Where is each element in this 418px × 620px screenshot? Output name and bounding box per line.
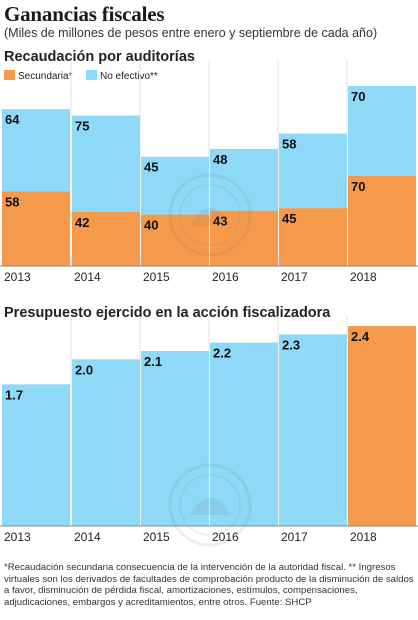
data-label: 2.2 (213, 346, 231, 361)
bar-segment-no-efectivo (279, 133, 347, 209)
bar-segment-secundaria (141, 214, 209, 266)
data-label-no-efectivo: 64 (5, 112, 20, 127)
data-label: 2.4 (351, 329, 370, 344)
bar-segment-secundaria (348, 176, 416, 266)
legend-swatch-no-efectivo (86, 70, 97, 80)
x-tick-label: 2016 (212, 530, 239, 544)
data-label-secundaria: 42 (75, 215, 89, 230)
legend-swatch-secundaria (4, 70, 15, 80)
x-tick-label: 2013 (4, 530, 31, 544)
bar (141, 351, 209, 526)
data-label-no-efectivo: 75 (75, 119, 89, 134)
bar (2, 384, 70, 526)
data-label-no-efectivo: 45 (144, 160, 158, 175)
data-label: 2.0 (75, 362, 93, 377)
bar-segment-no-efectivo (72, 115, 140, 212)
bar-segment-secundaria (72, 212, 140, 266)
bar-segment-secundaria (2, 191, 70, 266)
chart-subtitle: (Miles de millones de pesos entre enero … (4, 26, 378, 40)
data-label-secundaria: 58 (5, 194, 19, 209)
data-label: 1.7 (5, 387, 23, 402)
bar-chart-presupuesto: 1.7 2013 2.0 2014 2.1 2015 2.2 2016 2.3 2017 2.4 20… (0, 316, 418, 544)
bar-segment-secundaria (279, 208, 347, 266)
data-label: 2.3 (282, 337, 300, 352)
data-label-secundaria: 70 (351, 179, 365, 194)
x-tick-label: 2015 (143, 530, 170, 544)
bar (279, 334, 347, 526)
bar-segment-secundaria (210, 210, 278, 266)
bar (210, 342, 278, 526)
data-label-no-efectivo: 70 (351, 89, 365, 104)
seal-watermark-icon (168, 173, 252, 257)
data-label-no-efectivo: 58 (282, 137, 296, 152)
x-tick-label: 2018 (350, 530, 377, 544)
x-tick-label: 2014 (74, 270, 101, 284)
x-tick-label: 2018 (350, 270, 377, 284)
x-tick-label: 2014 (74, 530, 101, 544)
data-label: 2.1 (144, 354, 162, 369)
x-tick-label: 2016 (212, 270, 239, 284)
bar (348, 326, 416, 526)
stacked-bar-chart-recaudacion: 64 58 2013 75 42 2014 45 40 2015 48 43 2016 58 45 2017… (0, 60, 418, 284)
x-tick-label: 2013 (4, 270, 31, 284)
data-label-secundaria: 43 (213, 214, 227, 229)
section-title-recaudacion: Recaudación por auditorías (4, 49, 195, 65)
legend-item-no-efectivo: No efectivo** (86, 70, 158, 82)
bar (72, 359, 140, 526)
data-label-no-efectivo: 48 (213, 152, 227, 167)
bar-segment-no-efectivo (348, 86, 416, 176)
data-label-secundaria: 40 (144, 218, 158, 233)
x-tick-label: 2017 (281, 270, 308, 284)
x-tick-label: 2015 (143, 270, 170, 284)
chart-title: Ganancias fiscales (4, 2, 165, 26)
legend-item-secundaria: Secundaria* (4, 70, 72, 82)
bar-segment-no-efectivo (2, 109, 70, 192)
legend-label-no-efectivo: No efectivo** (100, 71, 158, 82)
seal-watermark-icon (168, 463, 252, 547)
legend-label-secundaria: Secundaria* (18, 71, 73, 82)
section-title-presupuesto: Presupuesto ejercido en la acción fiscal… (4, 305, 331, 321)
footnote: *Recaudación secundaria consecuencia de … (4, 562, 414, 608)
bar-segment-no-efectivo (210, 149, 278, 211)
x-tick-label: 2017 (281, 530, 308, 544)
bar-segment-no-efectivo (141, 156, 209, 215)
data-label-secundaria: 45 (282, 211, 296, 226)
